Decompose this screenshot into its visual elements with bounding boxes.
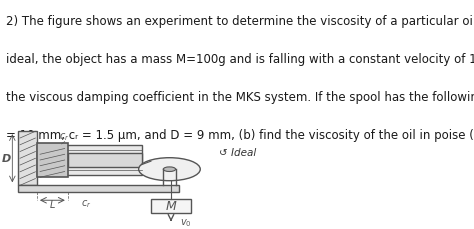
- Bar: [18, 185, 179, 192]
- Text: M: M: [165, 200, 176, 213]
- Bar: [151, 199, 191, 213]
- Text: 2) The figure shows an experiment to determine the viscosity of a particular oil: 2) The figure shows an experiment to det…: [6, 15, 474, 28]
- Bar: [37, 145, 142, 175]
- Text: D: D: [1, 154, 11, 164]
- Bar: [68, 153, 142, 167]
- Text: ideal, the object has a mass M=100g and is falling with a constant velocity of 1: ideal, the object has a mass M=100g and …: [6, 53, 474, 66]
- Text: L: L: [50, 199, 55, 209]
- Text: = 10 mm, cᵣ = 1.5 μm, and D = 9 mm, (b) find the viscosity of the oil in poise (: = 10 mm, cᵣ = 1.5 μm, and D = 9 mm, (b) …: [6, 128, 474, 142]
- Circle shape: [163, 167, 175, 172]
- Bar: [18, 132, 37, 185]
- Bar: [37, 143, 68, 177]
- Text: $v_0$: $v_0$: [180, 216, 192, 228]
- Text: the viscous damping coefficient in the MKS system. If the spool has the followin: the viscous damping coefficient in the M…: [6, 91, 474, 104]
- Text: ↺ Ideal: ↺ Ideal: [219, 148, 256, 158]
- Text: $c_r$: $c_r$: [59, 131, 70, 142]
- Text: $c_r$: $c_r$: [81, 197, 91, 209]
- Circle shape: [138, 158, 200, 181]
